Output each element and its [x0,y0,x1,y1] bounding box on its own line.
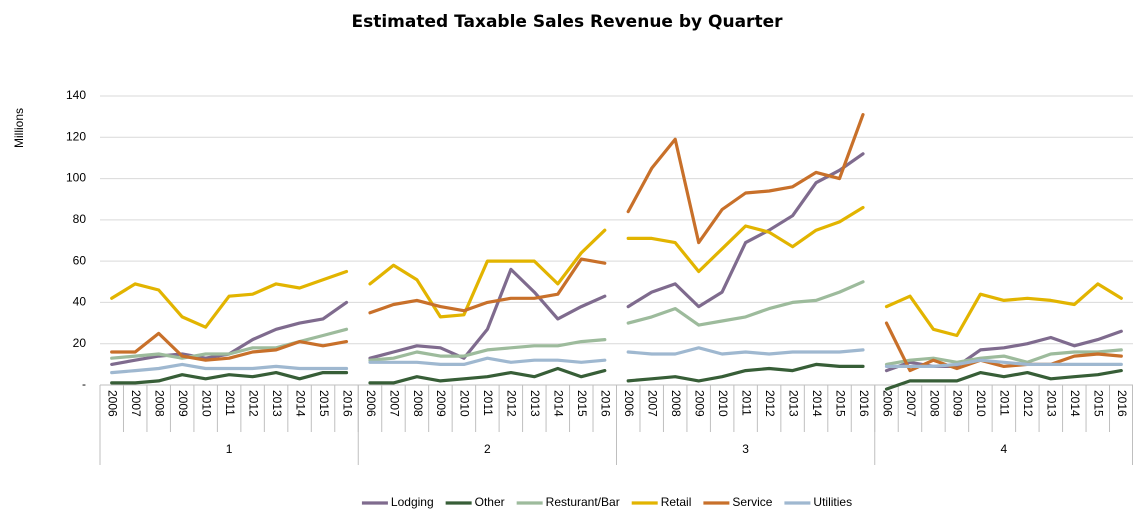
series-line [110,371,349,385]
x-tick-label: 2006 [622,390,636,417]
x-tick-label: 2010 [716,390,730,417]
y-tick-label: 40 [73,295,87,309]
y-axis-label: Millions [12,108,26,148]
x-tick-label: 2007 [646,390,660,417]
series-line [626,113,865,245]
series-line [110,327,349,360]
series-line [368,356,607,366]
x-tick-label: 2007 [904,390,918,417]
x-tick-label: 2012 [763,390,777,417]
x-tick-label: 2008 [411,390,425,417]
y-tick-label: 100 [66,171,86,185]
y-tick-label: 120 [66,129,86,143]
series-line [884,321,1123,373]
x-tick-label: 2013 [1045,390,1059,417]
x-tick-label: 2013 [786,390,800,417]
x-tick-label: 2013 [270,390,284,417]
series-line [626,152,865,309]
legend-label: Resturant/Bar [546,495,620,509]
group-label: 4 [1001,442,1008,456]
y-tick-label: 140 [66,88,86,102]
x-tick-label: 2010 [458,390,472,417]
x-tick-label: 2014 [1068,390,1082,417]
series-line [626,362,865,383]
x-tick-label: 2006 [364,390,378,417]
series-line [626,205,865,274]
legend-label: Service [732,495,772,509]
x-tick-label: 2009 [692,390,706,417]
x-tick-label: 2006 [880,390,894,417]
series-line [884,282,1123,338]
x-tick-label: 2014 [810,390,824,417]
x-tick-label: 2015 [833,390,847,417]
x-tick-label: 2009 [951,390,965,417]
x-tick-label: 2008 [669,390,683,417]
x-tick-label: 2012 [505,390,519,417]
legend-label: Other [475,495,505,509]
series-line [884,369,1123,391]
x-tick-label: 2009 [176,390,190,417]
series-line [884,358,1123,368]
x-tick-label: 2016 [1115,390,1129,417]
x-tick-label: 2014 [293,390,307,417]
y-tick-label: - [82,377,86,391]
x-tick-label: 2011 [481,390,495,416]
x-tick-label: 2015 [1092,390,1106,417]
x-tick-label: 2016 [340,390,354,417]
series-line [884,348,1123,366]
x-tick-label: 2009 [434,390,448,417]
group-label: 3 [742,442,749,456]
series-line [368,366,607,385]
legend-label: Utilities [813,495,852,509]
chart-title: Estimated Taxable Sales Revenue by Quart… [352,12,784,32]
x-tick-label: 2007 [129,390,143,417]
legend: Lodging Other Resturant/Bar Retail Service Ut… [361,495,852,509]
x-tick-label: 2007 [387,390,401,417]
x-tick-label: 2006 [106,390,120,417]
x-tick-label: 2011 [739,390,753,416]
y-tick-label: 20 [73,336,87,350]
legend-label: Retail [661,495,692,509]
x-tick-label: 2011 [998,390,1012,416]
series-line [368,338,607,362]
series-line [368,228,607,319]
series-line [626,280,865,327]
series-line [110,362,349,375]
x-tick-label: 2008 [927,390,941,417]
group-label: 1 [226,442,233,456]
legend-label: Lodging [391,495,434,509]
x-tick-label: 2012 [246,390,260,417]
series-line [626,346,865,356]
series-line [368,267,607,360]
x-tick-label: 2012 [1021,390,1035,417]
group-label: 2 [484,442,491,456]
x-tick-label: 2008 [153,390,167,417]
x-tick-label: 2015 [575,390,589,417]
series-line [110,269,349,329]
x-tick-label: 2015 [317,390,331,417]
x-tick-label: 2011 [223,390,237,416]
series-line [368,257,607,315]
y-tick-label: 60 [73,253,87,267]
x-tick-label: 2010 [199,390,213,417]
x-tick-label: 2013 [528,390,542,417]
series-line [110,331,349,362]
x-tick-label: 2016 [599,390,613,417]
x-tick-label: 2016 [857,390,871,417]
y-tick-label: 80 [73,212,87,226]
x-tick-label: 2010 [974,390,988,417]
x-tick-label: 2014 [552,390,566,417]
